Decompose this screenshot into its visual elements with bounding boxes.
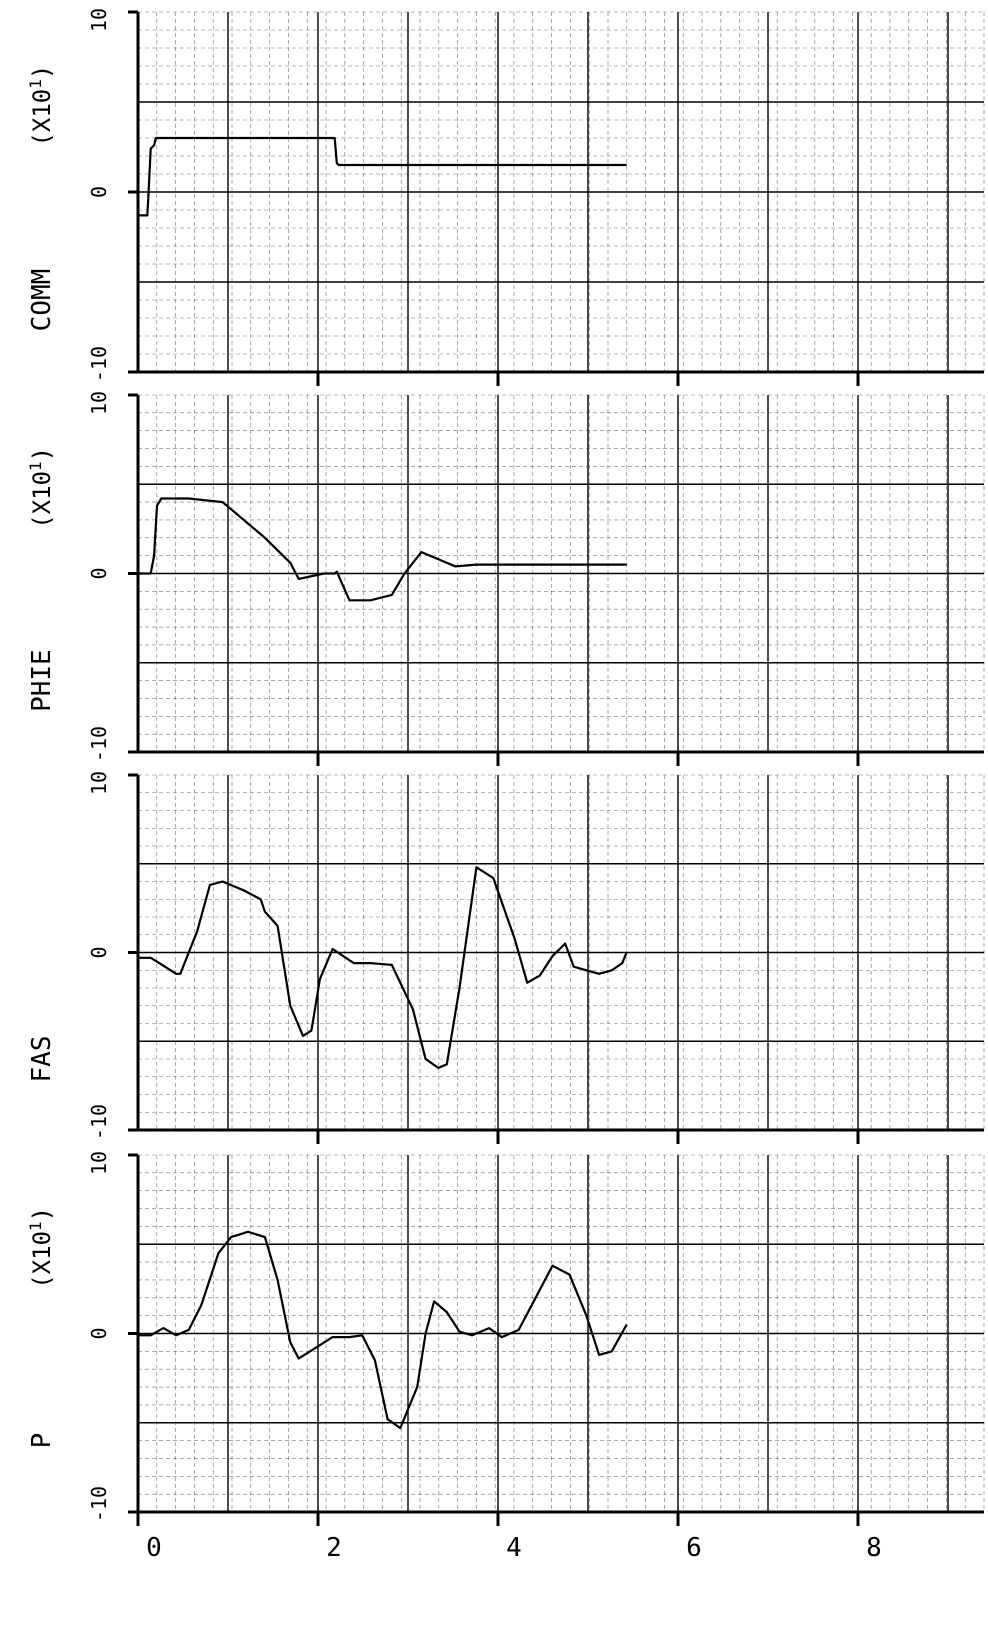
y-scale-note: (X101) <box>26 1207 56 1289</box>
x-axis-ticks <box>136 1512 860 1526</box>
panel-grid-4 <box>137 1154 985 1513</box>
y-tick-label: 0 <box>87 1327 111 1339</box>
y-tick-label: 0 <box>87 946 111 958</box>
x-tick-label: 6 <box>686 1533 702 1563</box>
grid-layer <box>137 11 985 1513</box>
series-line-3-1 <box>138 866 628 1069</box>
frame-layer <box>128 10 984 1526</box>
panel-frame-4 <box>128 1153 984 1514</box>
panel-grid-2 <box>137 394 985 753</box>
y-scale-note: (X101) <box>26 447 56 529</box>
y-axis-label: COMM <box>27 269 57 332</box>
series-line-1-1 <box>138 136 627 217</box>
x-tick-label: 8 <box>866 1533 882 1563</box>
panel-grid-3 <box>137 774 985 1131</box>
y-axis-label: FAS <box>27 1036 57 1083</box>
label-layer: 10 0 -10 COMM (X101) 10 0 -10 PHIE (X101) 10 0 -10 FA… <box>26 8 882 1563</box>
data-layer <box>138 136 628 1430</box>
y-tick-label: 10 <box>87 391 111 415</box>
panel-frame-1 <box>128 10 984 386</box>
y-tick-label: 10 <box>87 1151 111 1175</box>
y-tick-label: -10 <box>87 346 111 382</box>
y-tick-label: 0 <box>87 186 111 198</box>
y-axis-label: PHIE <box>27 649 57 712</box>
y-tick-label: -10 <box>87 1486 111 1522</box>
series-line-2-1 <box>138 497 627 602</box>
x-tick-label: 2 <box>326 1533 342 1563</box>
panel-frame-3 <box>128 773 984 1144</box>
y-scale-note: (X101) <box>26 65 56 147</box>
y-tick-label: 10 <box>87 771 111 795</box>
y-tick-label: 10 <box>87 8 111 32</box>
y-tick-label: -10 <box>87 1104 111 1140</box>
x-tick-label: 0 <box>146 1533 162 1563</box>
y-tick-label: 0 <box>87 567 111 579</box>
y-tick-label: -10 <box>87 726 111 762</box>
panel-frame-2 <box>128 393 984 766</box>
series-line-4-1 <box>138 1230 628 1430</box>
panel-grid-1 <box>137 11 985 373</box>
y-axis-label: P <box>27 1433 57 1449</box>
x-tick-label: 4 <box>506 1533 522 1563</box>
